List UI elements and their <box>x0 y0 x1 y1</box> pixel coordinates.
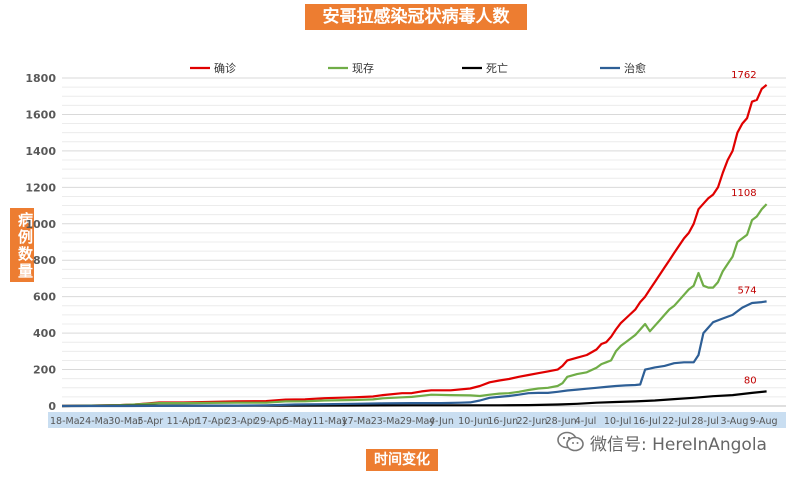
x-tick-label: 16-Jun <box>487 416 518 427</box>
x-tick-label: 29-May <box>400 416 436 427</box>
data-labels: 1762 1108 80 574 <box>731 70 756 386</box>
data-label: 1762 <box>731 70 756 81</box>
x-tick-label: 28-Jun <box>546 416 577 427</box>
legend-label: 治愈 <box>624 61 646 75</box>
series-lines <box>61 84 768 408</box>
legend-label: 现存 <box>352 61 374 75</box>
x-tick-label: 28-Jul <box>691 416 719 427</box>
x-tick-label: 9-Aug <box>750 416 778 427</box>
y-tick-label: 400 <box>33 327 56 340</box>
y-tick-label: 1200 <box>25 181 56 194</box>
x-tick-label: 5-Apr <box>137 416 163 427</box>
y-tick-labels: 0 200 400 600 800 1000 1200 1400 1600 1800 <box>25 72 56 413</box>
x-tick-label: 30-Mar <box>108 416 142 427</box>
x-tick-label: 24-Ma <box>79 416 109 427</box>
x-tick-label: 11-Apr <box>167 416 199 427</box>
x-tick-label: 16-Jul <box>633 416 661 427</box>
legend: 确诊 现存 死亡 治愈 <box>190 61 646 75</box>
x-tick-label: 10-Jun <box>458 416 489 427</box>
y-tick-label: 200 <box>33 364 56 377</box>
wechat-icon <box>557 431 584 452</box>
x-tick-label: 4-Jul <box>575 416 596 427</box>
x-tick-label: 5-May <box>283 416 312 427</box>
legend-label: 死亡 <box>486 61 508 75</box>
legend-label: 确诊 <box>214 61 236 75</box>
y-tick-label: 1400 <box>25 145 56 158</box>
y-tick-label: 1800 <box>25 72 56 85</box>
x-tick-label: 3-Aug <box>721 416 749 427</box>
y-tick-label: 1000 <box>25 218 56 231</box>
series-line <box>61 203 768 408</box>
gridlines <box>62 77 786 407</box>
x-tick-label: 29-Apr <box>254 416 286 427</box>
x-tick-band-bg <box>48 412 786 428</box>
data-label: 1108 <box>731 188 756 199</box>
x-axis-label: 时间变化 <box>366 449 438 471</box>
y-tick-label: 800 <box>33 254 56 267</box>
x-tick-label: 17-Ma <box>342 416 372 427</box>
data-label: 574 <box>737 285 756 296</box>
watermark-text: 微信号: HereInAngola <box>590 434 767 455</box>
watermark: 微信号: HereInAngola <box>556 428 767 456</box>
y-tick-label: 0 <box>48 400 56 413</box>
y-tick-label: 1600 <box>25 108 56 121</box>
x-tick-label: 18-Ma <box>50 416 80 427</box>
x-tick-label: 4-Jun <box>429 416 454 427</box>
x-tick-label: 23-Ma <box>371 416 401 427</box>
x-tick-band <box>48 412 786 428</box>
series-line <box>61 84 768 408</box>
x-tick-label: 10-Jul <box>604 416 632 427</box>
y-tick-label: 600 <box>33 291 56 304</box>
y-axis-label: 病例数量 <box>10 208 34 282</box>
series-line <box>62 300 767 408</box>
data-label: 80 <box>744 375 757 386</box>
x-tick-label: 22-Jun <box>516 416 547 427</box>
x-tick-label: 23-Apr <box>225 416 257 427</box>
x-tick-label: 17-Apr <box>196 416 228 427</box>
chart-title: 安哥拉感染冠状病毒人数 <box>305 4 527 30</box>
x-tick-label: 11-May <box>312 416 348 427</box>
x-tick-label: 22-Jul <box>662 416 690 427</box>
